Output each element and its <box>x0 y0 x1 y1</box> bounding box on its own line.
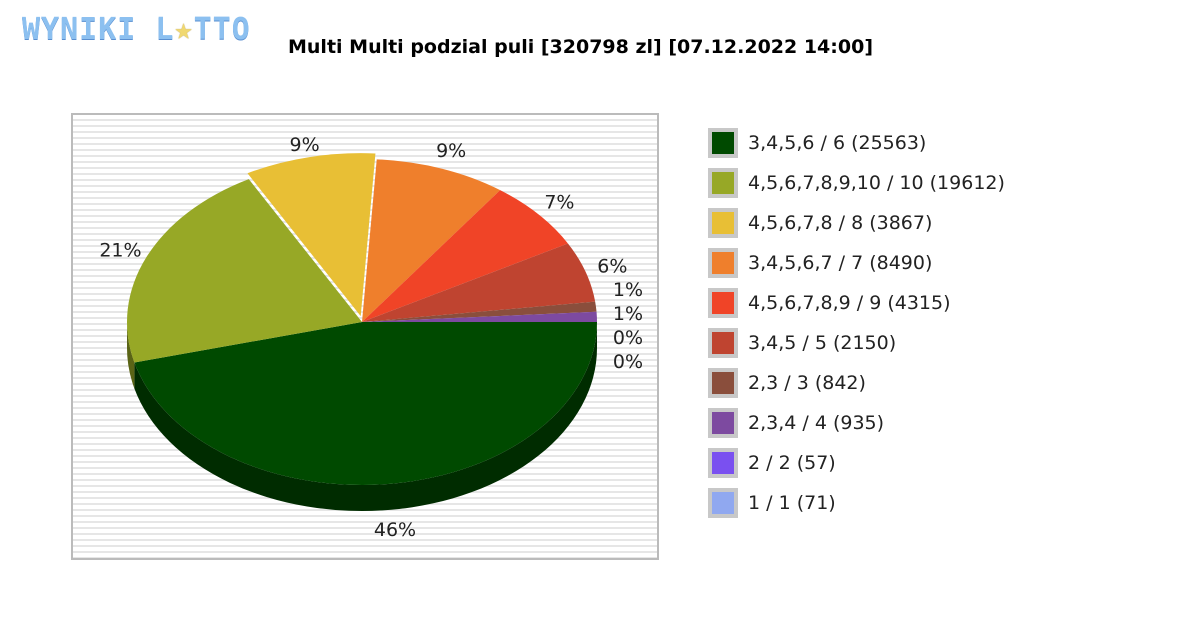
legend-label: 2,3 / 3 (842) <box>748 372 866 394</box>
legend-label: 4,5,6,7,8,9 / 9 (4315) <box>748 292 951 314</box>
logo: WYNIKI L★TTO <box>22 12 251 47</box>
legend-item: 3,4,5,6,7 / 7 (8490) <box>708 243 1005 283</box>
legend-swatch <box>708 368 738 398</box>
slice-label: 6% <box>597 256 627 278</box>
legend-label: 4,5,6,7,8,9,10 / 10 (19612) <box>748 172 1005 194</box>
pie-slice <box>134 322 598 486</box>
legend-swatch <box>708 168 738 198</box>
slice-side <box>127 322 135 389</box>
pie-slice <box>247 153 376 317</box>
legend-swatch <box>708 248 738 278</box>
legend-label: 4,5,6,7,8 / 8 (3867) <box>748 212 933 234</box>
legend-swatch <box>708 128 738 158</box>
legend-label: 2,3,4 / 4 (935) <box>748 412 885 434</box>
slice-label: 46% <box>374 519 416 541</box>
pie-slice <box>362 243 596 322</box>
legend-swatch <box>708 208 738 238</box>
legend-swatch <box>708 328 738 358</box>
legend-label: 2 / 2 (57) <box>748 452 836 474</box>
pie-slice <box>362 311 597 322</box>
legend-label: 3,4,5,6 / 6 (25563) <box>748 132 927 154</box>
slice-label: 0% <box>613 351 643 373</box>
legend: 3,4,5,6 / 6 (25563) 4,5,6,7,8,9,10 / 10 (… <box>708 123 1005 523</box>
legend-item: 2 / 2 (57) <box>708 443 1005 483</box>
legend-item: 2,3 / 3 (842) <box>708 363 1005 403</box>
slice-label: 9% <box>290 134 320 156</box>
slice-side <box>134 322 598 512</box>
legend-label: 3,4,5,6,7 / 7 (8490) <box>748 252 933 274</box>
legend-item: 3,4,5,6 / 6 (25563) <box>708 123 1005 163</box>
legend-label: 1 / 1 (71) <box>748 492 836 514</box>
legend-item: 3,4,5 / 5 (2150) <box>708 323 1005 363</box>
legend-item: 4,5,6,7,8 / 8 (3867) <box>708 203 1005 243</box>
pie-slice <box>362 159 501 322</box>
slice-label: 7% <box>544 191 574 213</box>
legend-swatch <box>708 488 738 518</box>
legend-item: 4,5,6,7,8,9,10 / 10 (19612) <box>708 163 1005 203</box>
slice-label: 9% <box>436 140 466 162</box>
legend-item: 1 / 1 (71) <box>708 483 1005 523</box>
legend-swatch <box>708 408 738 438</box>
pie-slice <box>126 179 362 363</box>
legend-item: 2,3,4 / 4 (935) <box>708 403 1005 443</box>
pie-slice <box>362 190 568 322</box>
slice-label: 1% <box>613 279 643 301</box>
chart-title: Multi Multi podzial puli [320798 zl] [07… <box>288 36 874 58</box>
slice-label: 21% <box>99 239 141 261</box>
legend-item: 4,5,6,7,8,9 / 9 (4315) <box>708 283 1005 323</box>
slice-label: 1% <box>613 303 643 325</box>
legend-label: 3,4,5 / 5 (2150) <box>748 332 897 354</box>
slice-label: 0% <box>613 327 643 349</box>
legend-swatch <box>708 448 738 478</box>
pie-slice <box>362 301 597 322</box>
legend-swatch <box>708 288 738 318</box>
